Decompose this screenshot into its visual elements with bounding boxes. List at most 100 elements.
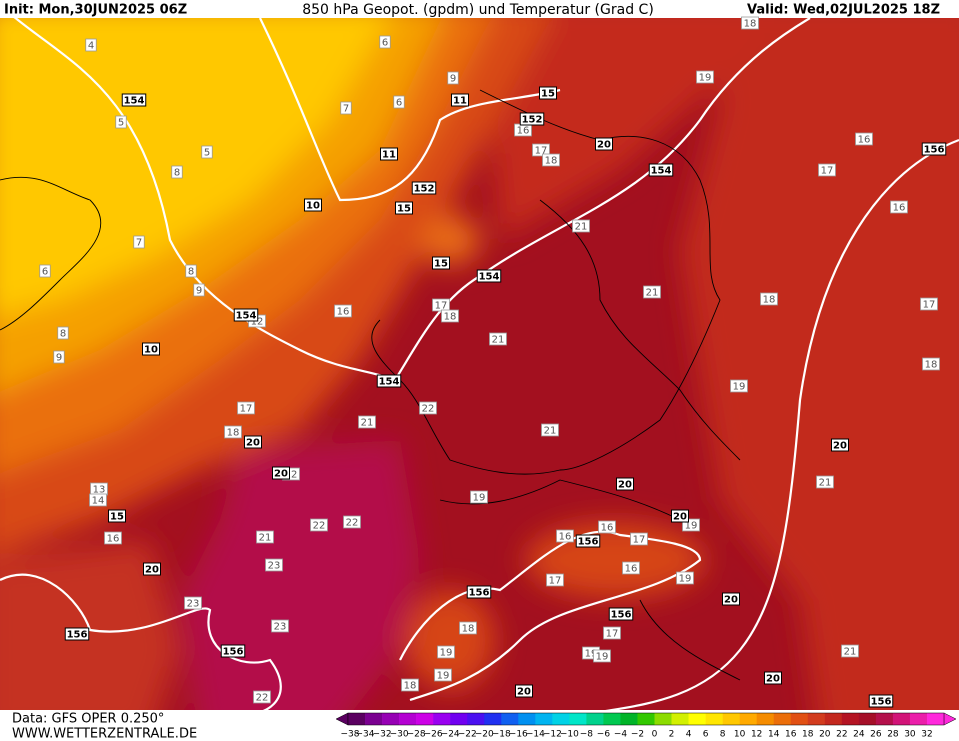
- temperature-label: 18: [925, 360, 938, 371]
- temperature-label: 4: [88, 41, 94, 52]
- label-box: [575, 534, 601, 548]
- label-box: [741, 16, 759, 30]
- temperature-label: 5: [118, 118, 124, 129]
- label-box: [556, 529, 574, 543]
- temperature-label: 21: [819, 478, 832, 489]
- colorbar-segment: [739, 713, 757, 725]
- colorbar-label: 8: [720, 730, 726, 740]
- label-box: [104, 531, 122, 545]
- label-box: [39, 264, 51, 278]
- label-box: [432, 256, 450, 270]
- label-box: [379, 35, 391, 49]
- label-box: [201, 145, 213, 159]
- label-box: [890, 200, 908, 214]
- label-box: [630, 532, 648, 546]
- label-box: [603, 626, 621, 640]
- label-box: [451, 93, 469, 107]
- geopotential-label: 20: [597, 140, 611, 151]
- colorbar-segment: [586, 713, 604, 725]
- colorbar-label: 2: [669, 730, 675, 740]
- colorbar-segment: [535, 713, 553, 725]
- label-box: [519, 112, 545, 126]
- label-box: [233, 308, 259, 322]
- colorbar-label: −10: [560, 730, 579, 740]
- label-box: [115, 115, 127, 129]
- geopotential-label: 11: [453, 96, 467, 107]
- colorbar-label: −30: [390, 730, 409, 740]
- colorbar-label: 20: [819, 730, 831, 740]
- colorbar-label: 0: [652, 730, 658, 740]
- label-box: [622, 561, 640, 575]
- temperature-label: 9: [56, 353, 62, 364]
- temperature-label: 8: [60, 329, 66, 340]
- colorbar-segment: [365, 713, 383, 725]
- geopotential-label: 154: [236, 311, 257, 322]
- geopotential-label: 15: [110, 512, 124, 523]
- colorbar-segment: [552, 713, 570, 725]
- colorbar-label: 10: [734, 730, 746, 740]
- label-box: [608, 607, 634, 621]
- label-box: [89, 493, 107, 507]
- label-box: [816, 475, 834, 489]
- label-box: [220, 644, 246, 658]
- label-box: [489, 332, 507, 346]
- temperature-label: 17: [240, 404, 253, 415]
- temperature-label: 16: [517, 126, 530, 137]
- temperature-label: 18: [763, 295, 776, 306]
- colorbar-label: −8: [580, 730, 594, 740]
- label-box: [395, 201, 413, 215]
- label-box: [855, 132, 873, 146]
- geopotential-label: 20: [618, 480, 632, 491]
- geopotential-label: 154: [479, 272, 500, 283]
- label-box: [470, 490, 488, 504]
- temperature-label: 19: [679, 574, 692, 585]
- geopotential-label: 20: [766, 674, 780, 685]
- geopotential-label: 11: [382, 150, 396, 161]
- label-box: [730, 379, 748, 393]
- colorbar-segment: [382, 713, 400, 725]
- label-box: [57, 326, 69, 340]
- temperature-label: 18: [744, 19, 757, 30]
- temperature-label: 17: [549, 576, 562, 587]
- colorbar-segment: [637, 713, 655, 725]
- colorbar-segment: [501, 713, 519, 725]
- temperature-label: 9: [450, 74, 456, 85]
- colorbar-segment: [603, 713, 621, 725]
- temperature-label: 17: [435, 301, 448, 312]
- label-box: [171, 165, 183, 179]
- label-box: [358, 415, 376, 429]
- label-box: [244, 435, 262, 449]
- colorbar-label: 16: [785, 730, 797, 740]
- colorbar-segment: [841, 713, 860, 725]
- label-box: [85, 38, 97, 52]
- colorbar-segment: [467, 713, 485, 725]
- colorbar-segment: [756, 713, 775, 725]
- label-box: [447, 71, 459, 85]
- geopotential-label: 10: [306, 201, 320, 212]
- label-box: [920, 297, 938, 311]
- label-box: [760, 292, 778, 306]
- label-box: [393, 95, 405, 109]
- label-box: [434, 668, 452, 682]
- colorbar-label: −28: [407, 730, 426, 740]
- colorbar-label: −24: [441, 730, 460, 740]
- label-box: [476, 269, 502, 283]
- colorbar-label: 32: [921, 730, 932, 740]
- temperature-label: 23: [268, 561, 281, 572]
- geopotential-label: 15: [541, 89, 555, 100]
- temperature-label: 22: [346, 518, 359, 529]
- temperature-label: 16: [559, 532, 572, 543]
- colorbar-label: −2: [631, 730, 644, 740]
- colorbar-label: −26: [424, 730, 443, 740]
- temperature-label: 19: [473, 493, 486, 504]
- temperature-label: 6: [42, 267, 48, 278]
- label-box: [921, 142, 947, 156]
- colorbar-segment: [654, 713, 672, 725]
- colorbar-segment: [705, 713, 723, 725]
- website: WWW.WETTERZENTRALE.DE: [12, 727, 197, 741]
- colorbar: −38−34−32−30−28−26−24−22−20−18−16−14−12−…: [335, 712, 957, 740]
- label-box: [237, 401, 255, 415]
- temperature-label: 18: [404, 681, 417, 692]
- colorbar-segment: [790, 713, 809, 725]
